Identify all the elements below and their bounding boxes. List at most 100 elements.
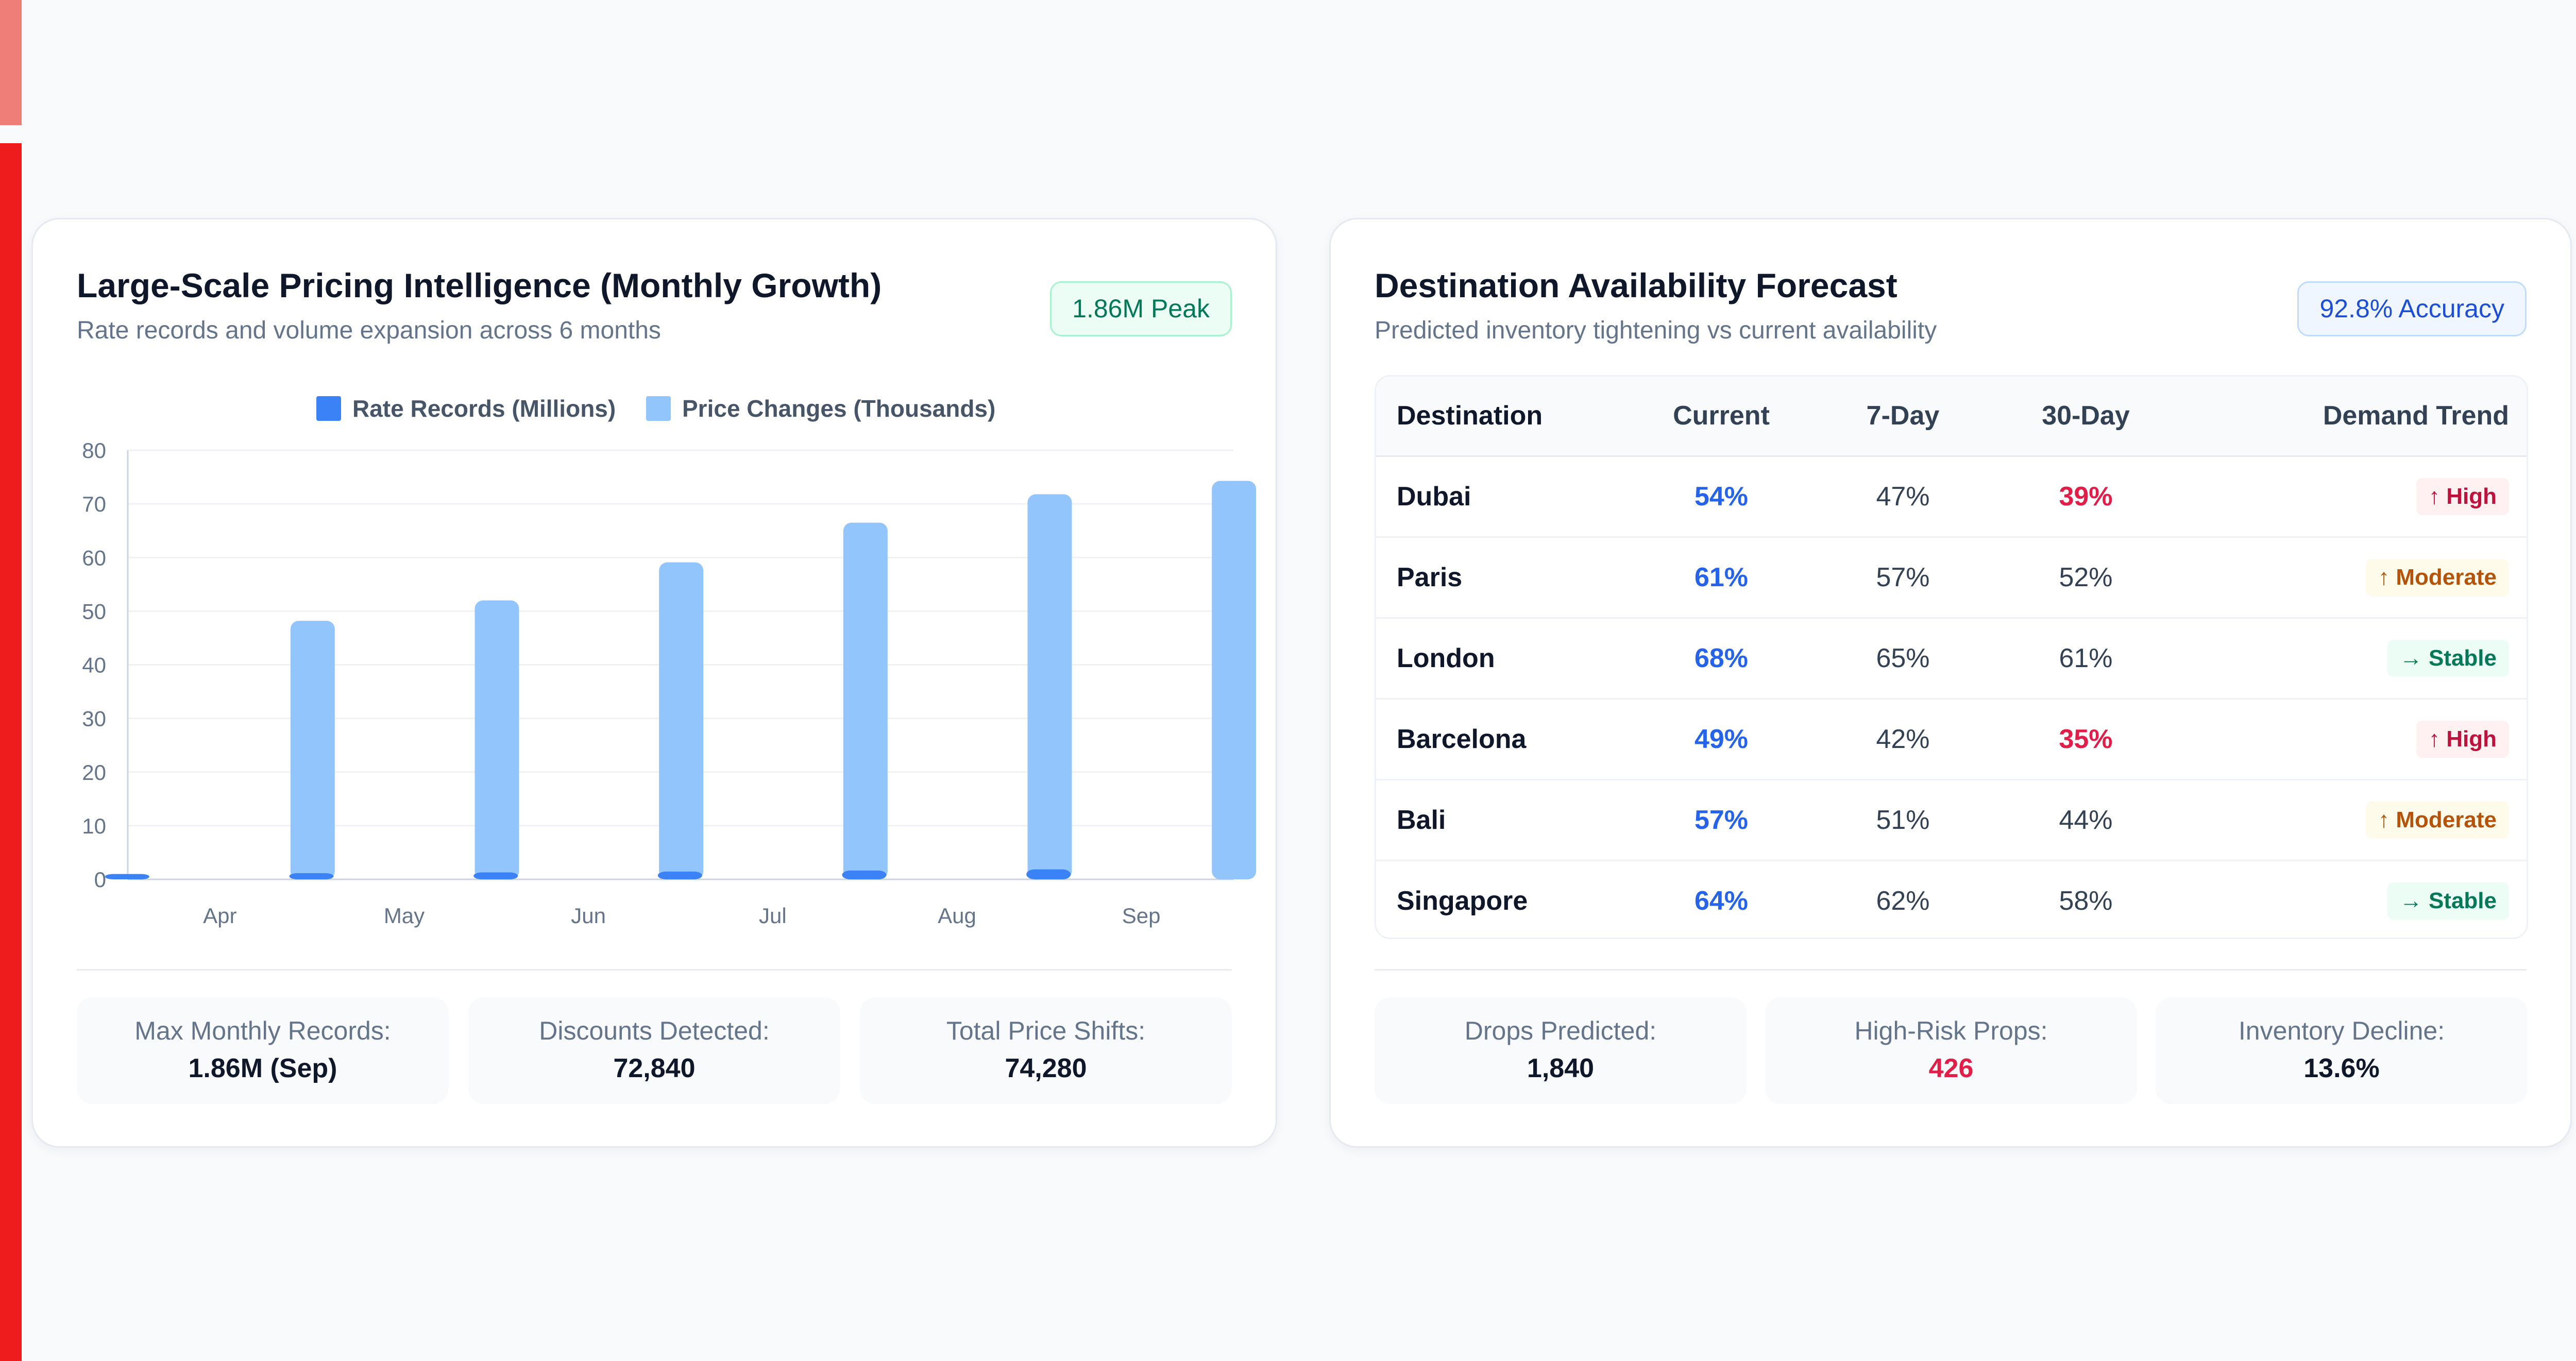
pricing-intelligence-card: Large-Scale Pricing Intelligence (Monthl… [31,218,1277,1148]
stat-discounts-detected: Discounts Detected: 72,840 [468,997,840,1104]
trend-cell: ↑ High [2175,456,2527,537]
x-tick-label: Aug [938,904,976,928]
stat-value: 1,840 [1527,1053,1595,1083]
forecast-card-subtitle: Predicted inventory tightening vs curren… [1375,317,1937,344]
stat-total-price-shifts: Total Price Shifts: 74,280 [860,997,1232,1104]
table-header-row: Destination Current 7-Day 30-Day Demand … [1376,377,2527,457]
bar [1212,481,1257,879]
bar [474,600,519,879]
stat-value: 74,280 [1005,1053,1087,1083]
table-row: Barcelona 49% 42% 35% ↑ High [1376,699,2527,779]
x-tick-label: Apr [203,904,236,928]
destination-cell: Bali [1397,805,1446,835]
stat-label: Total Price Shifts: [946,1016,1146,1045]
x-tick-label: Sep [1122,904,1161,928]
table-row: Paris 61% 57% 52% ↑ Moderate [1376,537,2527,618]
stat-label: High-Risk Props: [1854,1016,2048,1045]
bar [105,874,149,879]
availability-forecast-card: Destination Availability Forecast Predic… [1329,218,2572,1148]
stat-value: 426 [1928,1053,1974,1083]
y-tick-label: 50 [82,599,106,623]
bar [842,870,887,879]
day7-cell: 47% [1876,481,1930,512]
stat-value: 13.6% [2303,1053,2380,1083]
stat-max-monthly-records: Max Monthly Records: 1.86M (Sep) [77,997,449,1104]
trend-badge: ↑ Moderate [2366,558,2509,596]
pricing-card-title: Large-Scale Pricing Intelligence (Monthl… [77,266,882,304]
current-cell: 68% [1694,643,1749,673]
table-row: Bali 57% 51% 44% ↑ Moderate [1376,779,2527,860]
destination-cell: Dubai [1397,481,1471,512]
forecast-divider [1375,969,2527,971]
y-tick-label: 20 [82,760,106,785]
legend-label: Rate Records (Millions) [352,395,616,422]
trend-badge: ↑ Moderate [2366,801,2509,839]
forecast-table: Destination Current 7-Day 30-Day Demand … [1375,375,2528,939]
legend-swatch [316,396,341,421]
stat-inventory-decline: Inventory Decline: 13.6% [2156,997,2528,1104]
header-30-day: 30-Day [1997,377,2175,457]
current-cell: 54% [1694,481,1749,512]
destination-cell: Paris [1397,562,1463,592]
bar [290,621,335,879]
trend-cell: → Stable [2175,860,2527,938]
stat-value: 1.86M (Sep) [188,1053,337,1083]
y-tick-label: 30 [82,707,106,731]
day30-cell: 35% [2059,724,2113,754]
day7-cell: 65% [1876,643,1930,673]
bar [289,873,334,879]
current-cell: 61% [1694,562,1749,592]
bar [657,871,702,879]
y-tick-label: 60 [82,546,106,570]
header-destination: Destination [1376,377,1634,457]
day30-cell: 61% [2059,643,2113,673]
day30-cell: 58% [2059,886,2113,916]
bar [1027,494,1072,879]
header-current: Current [1634,377,1809,457]
stat-label: Max Monthly Records: [134,1016,391,1045]
pricing-card-subtitle: Rate records and volume expansion across… [77,317,661,344]
trend-cell: ↑ High [2175,699,2527,779]
table-row: Singapore 64% 62% 58% → Stable [1376,860,2527,938]
destination-cell: Barcelona [1397,724,1527,754]
trend-cell: ↑ Moderate [2175,537,2527,618]
forecast-card-title: Destination Availability Forecast [1375,266,1897,304]
accent-bar-top [0,0,22,125]
x-tick-label: Jun [571,904,606,928]
day30-cell: 52% [2059,562,2113,592]
y-tick-label: 10 [82,814,106,838]
stat-label: Discounts Detected: [539,1016,770,1045]
stat-drops-predicted: Drops Predicted: 1,840 [1375,997,1747,1104]
legend-label: Price Changes (Thousands) [682,395,995,422]
day7-cell: 57% [1876,562,1930,592]
bar [473,872,518,879]
day30-cell: 44% [2059,805,2113,835]
table-row: Dubai 54% 47% 39% ↑ High [1376,456,2527,537]
day7-cell: 42% [1876,724,1930,754]
trend-badge: ↑ High [2416,720,2509,758]
trend-badge: → Stable [2387,882,2509,920]
stat-label: Inventory Decline: [2238,1016,2445,1045]
current-cell: 57% [1694,805,1749,835]
table-row: London 68% 65% 61% → Stable [1376,618,2527,699]
header-7-day: 7-Day [1809,377,1997,457]
current-cell: 49% [1694,724,1749,754]
destination-cell: London [1397,643,1495,673]
peak-badge: 1.86M Peak [1050,281,1232,336]
accuracy-badge: 92.8% Accuracy [2297,281,2527,336]
day7-cell: 62% [1876,886,1930,916]
accent-bar-main [0,143,22,1361]
legend-swatch [646,396,671,421]
day7-cell: 51% [1876,805,1930,835]
pricing-divider [77,969,1232,971]
stat-high-risk-props: High-Risk Props: 426 [1765,997,2137,1104]
y-tick-label: 40 [82,653,106,677]
trend-badge: → Stable [2387,639,2509,677]
bar [1026,869,1071,879]
header-demand-trend: Demand Trend [2175,377,2527,457]
x-tick-label: Jul [759,904,787,928]
stat-label: Drops Predicted: [1464,1016,1657,1045]
current-cell: 64% [1694,886,1749,916]
y-tick-label: 0 [94,867,106,892]
bar [843,522,888,879]
